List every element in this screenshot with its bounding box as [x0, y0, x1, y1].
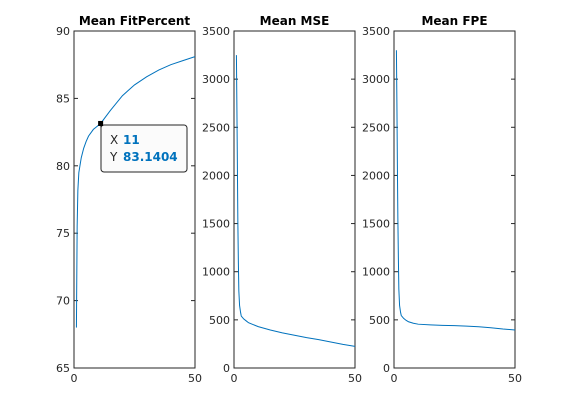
datatip-x-value: 11: [123, 133, 140, 147]
mse-xtick-label: 0: [231, 372, 238, 385]
fpe-plot-area: [393, 30, 516, 369]
mse-ytick-label: 1000: [202, 266, 230, 279]
mse-ytick-label: 0: [223, 362, 230, 375]
fitpercent-ytick-label: 70: [56, 295, 70, 308]
fitpercent-ytick-label: 90: [56, 25, 70, 38]
fpe-ytick-label: 500: [369, 314, 390, 327]
fitpercent-ytick-label: 85: [56, 92, 70, 105]
mse-ytick-label: 3000: [202, 73, 230, 86]
mse-ytick-label: 2000: [202, 169, 230, 182]
fpe-axes: Mean FPE 0 500 1000 1500 2000 2500 3000 3500 0 50: [362, 14, 522, 385]
fpe-ytick-label: 1500: [362, 218, 390, 231]
fitpercent-ytick-label: 80: [56, 160, 70, 173]
fpe-ytick-label: 3000: [362, 73, 390, 86]
fpe-xtick-label: 0: [391, 372, 398, 385]
fitpercent-ytick-label: 75: [56, 227, 70, 240]
fitpercent-axes: Mean FitPercent 65 70 75 80 85 90 0 50: [56, 14, 202, 385]
mse-axes: Mean MSE 0 500 1000 1500 2000 2500 3000 3500 0 50: [202, 14, 362, 385]
mse-ytick-label: 2500: [202, 121, 230, 134]
fitpercent-marks: 65 70 75 80 85 90 0 50: [56, 25, 202, 385]
mse-plot-area: [233, 30, 356, 369]
fitpercent-xtick-label: 0: [71, 372, 78, 385]
fitpercent-xtick-label: 50: [188, 372, 202, 385]
fitpercent-ytick-label: 65: [56, 362, 70, 375]
mse-ytick-label: 3500: [202, 25, 230, 38]
mse-marks: 0 500 1000 1500 2000 2500 3000 3500 0 50: [202, 25, 362, 385]
datatip-x-label: X: [110, 133, 118, 147]
fpe-title: Mean FPE: [421, 14, 487, 28]
mse-series-line: [235, 55, 356, 347]
mse-title: Mean MSE: [260, 14, 330, 28]
mse-ytick-label: 1500: [202, 218, 230, 231]
datatip-y-value: 83.1404: [123, 150, 178, 164]
fpe-xtick-label: 50: [508, 372, 522, 385]
fpe-ytick-label: 0: [383, 362, 390, 375]
fpe-ytick-label: 2500: [362, 121, 390, 134]
datatip-marker[interactable]: [98, 120, 104, 126]
datatip-y-label: Y: [109, 150, 118, 164]
mse-xtick-label: 50: [348, 372, 362, 385]
fpe-marks: 0 500 1000 1500 2000 2500 3000 3500 0 50: [362, 25, 522, 385]
fpe-ytick-label: 3500: [362, 25, 390, 38]
mse-ytick-label: 500: [209, 314, 230, 327]
fpe-ytick-label: 2000: [362, 169, 390, 182]
fitpercent-series-line: [75, 56, 196, 328]
fpe-series-line: [395, 50, 516, 331]
fitpercent-title: Mean FitPercent: [79, 14, 191, 28]
datatip-box: [100, 124, 188, 173]
datatip[interactable]: X 11 Y 83.1404: [98, 120, 188, 173]
fpe-ytick-label: 1000: [362, 266, 390, 279]
fitpercent-plot-area: [73, 30, 196, 369]
